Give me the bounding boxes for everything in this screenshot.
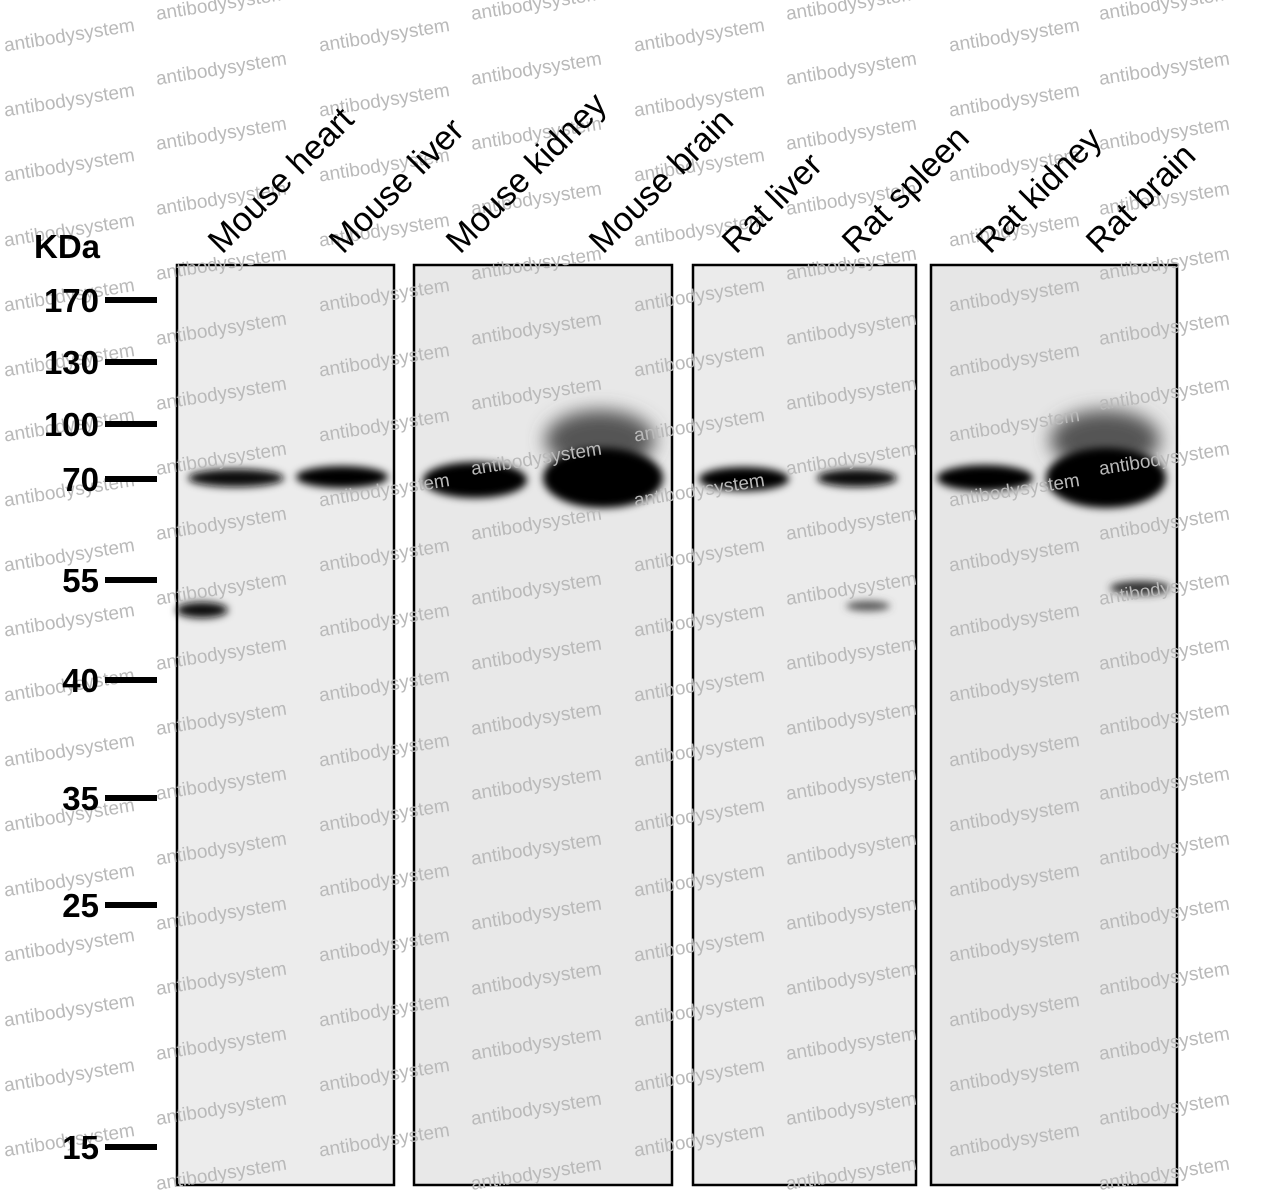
blot-panel: [175, 263, 396, 1187]
marker-label: 130: [44, 344, 99, 381]
band: [699, 467, 789, 491]
watermark: antibodysystem: [154, 114, 288, 155]
band: [846, 601, 890, 611]
watermark: antibodysystem: [469, 49, 603, 90]
watermark: antibodysystem: [948, 15, 1082, 56]
band: [423, 462, 527, 498]
watermark: antibodysystem: [3, 80, 137, 121]
watermark: antibodysystem: [3, 925, 137, 966]
band: [817, 469, 897, 487]
watermark: antibodysystem: [3, 990, 137, 1031]
watermark: antibodysystem: [784, 49, 918, 90]
watermark: antibodysystem: [3, 1055, 137, 1096]
marker-label: 35: [62, 780, 99, 817]
watermark: antibodysystem: [154, 0, 288, 25]
marker-label: 55: [62, 562, 99, 599]
unit-label: KDa: [34, 228, 101, 265]
watermark: antibodysystem: [469, 0, 603, 25]
band: [296, 466, 388, 488]
blot-panels: [175, 263, 1179, 1187]
watermark: antibodysystem: [633, 15, 767, 56]
watermark: antibodysystem: [3, 1185, 137, 1190]
band: [1046, 448, 1166, 508]
band: [1110, 581, 1170, 595]
watermark: antibodysystem: [1097, 0, 1231, 25]
watermark: antibodysystem: [318, 15, 452, 56]
blot-panel: [691, 263, 918, 1187]
watermark: antibodysystem: [154, 49, 288, 90]
watermark: antibodysystem: [3, 145, 137, 186]
watermark: antibodysystem: [948, 80, 1082, 121]
watermark: antibodysystem: [1097, 49, 1231, 90]
watermark: antibodysystem: [784, 0, 918, 25]
marker-label: 170: [44, 282, 99, 319]
band: [176, 602, 228, 618]
watermark: antibodysystem: [3, 730, 137, 771]
watermark: antibodysystem: [3, 15, 137, 56]
watermark: antibodysystem: [3, 600, 137, 641]
marker-ladder: 170 130 100 70 55 40 35 25 15: [44, 282, 157, 1166]
marker-label: 40: [62, 662, 99, 699]
bands: [176, 410, 1170, 618]
marker-label: 100: [44, 406, 99, 443]
marker-label: 25: [62, 887, 99, 924]
marker-label: 15: [62, 1129, 99, 1166]
band: [188, 469, 284, 487]
band: [937, 465, 1033, 491]
band: [543, 448, 663, 508]
marker-label: 70: [62, 461, 99, 498]
